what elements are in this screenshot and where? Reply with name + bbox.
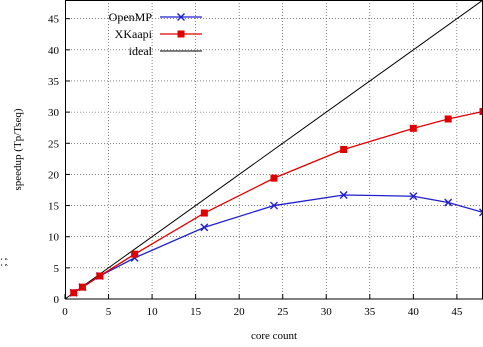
grid-lines [65,0,483,299]
y-tick-label: 45 [48,14,60,26]
y-tick-label: 40 [48,45,60,57]
x-tick-label: 40 [408,306,420,318]
series-line-openmp [73,194,483,294]
series-ideal [64,0,483,300]
legend-label-ideal: ideal [129,44,153,58]
y-tick-label: 20 [48,169,60,181]
axis-ticks: 0 5 10 15 20 25 30 35 40 45 0 5 10 15 20 25 30 35 40 45 [48,14,463,318]
x-tick-label: 5 [106,306,112,318]
data-point-openmp [479,208,483,217]
data-point-openmp [409,192,418,201]
edge-label: ; ; [0,258,9,267]
data-point-openmp [339,190,348,199]
data-point-openmp [200,223,209,232]
series-layer [64,0,483,300]
y-tick-label: 25 [48,138,60,150]
data-point-xkaapi [70,289,78,297]
series-openmp [69,190,483,297]
y-tick-label: 35 [48,76,60,88]
y-tick-label: 15 [48,201,60,213]
x-tick-label: 25 [277,306,289,318]
x-tick-label: 30 [321,306,333,318]
x-tick-label: 10 [147,306,159,318]
data-point-xkaapi [444,115,452,123]
y-tick-label: 10 [48,232,60,244]
data-point-xkaapi [270,174,278,182]
data-point-xkaapi [340,146,348,153]
x-tick-label: 35 [364,306,376,318]
y-tick-label: 30 [48,107,60,119]
data-point-openmp [270,201,278,210]
x-tick-label: 15 [190,306,202,318]
data-point-xkaapi [131,250,139,258]
data-point-openmp [444,198,453,207]
series-line-xkaapi [73,110,483,294]
series-line-ideal [64,0,483,300]
y-tick-label: 0 [54,294,60,306]
x-tick-label: 45 [451,306,463,318]
y-tick-label: 5 [54,263,60,275]
legend-label-openmp: OpenMP [109,10,153,24]
data-point-xkaapi [479,108,483,116]
legend-marker-openmp [177,13,185,21]
x-tick-label: 20 [234,306,246,318]
x-tick-label: 0 [62,306,68,318]
data-point-xkaapi [78,283,86,291]
series-xkaapi [70,108,483,297]
x-axis-label: core count [251,330,297,342]
y-axis-label: speedup (Tp/Tseq) [12,108,24,190]
data-point-xkaapi [409,124,417,132]
legend: OpenMP XKaapi ideal [109,10,202,58]
legend-label-xkaapi: XKaapi [115,27,153,41]
legend-marker-xkaapi [177,30,185,38]
data-point-xkaapi [96,272,104,280]
data-point-xkaapi [200,209,208,217]
